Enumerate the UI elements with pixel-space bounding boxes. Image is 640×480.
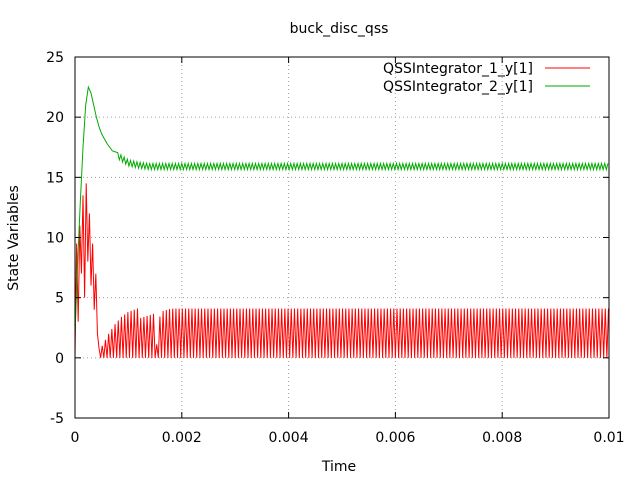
y-tick-label: 20 <box>46 110 64 126</box>
x-tick-label: 0.006 <box>375 430 415 446</box>
series-line-2 <box>74 85 609 334</box>
x-tick-label: 0.008 <box>482 430 522 446</box>
series-layer <box>74 85 609 358</box>
x-tick-label: 0.002 <box>162 430 202 446</box>
x-tick-label: 0 <box>71 430 80 446</box>
y-tick-label: 0 <box>55 351 64 367</box>
y-tick-label: -5 <box>50 411 64 427</box>
y-tick-label: 25 <box>46 50 64 66</box>
y-axis-title: State Variables <box>6 185 22 291</box>
legend: QSSIntegrator_1_y[1] QSSIntegrator_2_y[1] <box>383 61 590 95</box>
legend-label-1: QSSIntegrator_1_y[1] <box>383 61 533 77</box>
y-tick-label: 15 <box>46 170 64 186</box>
axis-ticks: 0 0.002 0.004 0.006 0.008 0.01 -5 0 5 10 15 20 25 <box>46 50 624 446</box>
x-axis-title: Time <box>321 459 356 475</box>
x-tick-label: 0.01 <box>593 430 624 446</box>
y-tick-label: 10 <box>46 231 64 247</box>
series-line-1 <box>74 183 609 358</box>
x-tick-label: 0.004 <box>269 430 309 446</box>
chart-title: buck_disc_qss <box>290 21 389 37</box>
y-tick-label: 5 <box>55 291 64 307</box>
legend-label-2: QSSIntegrator_2_y[1] <box>383 79 533 95</box>
